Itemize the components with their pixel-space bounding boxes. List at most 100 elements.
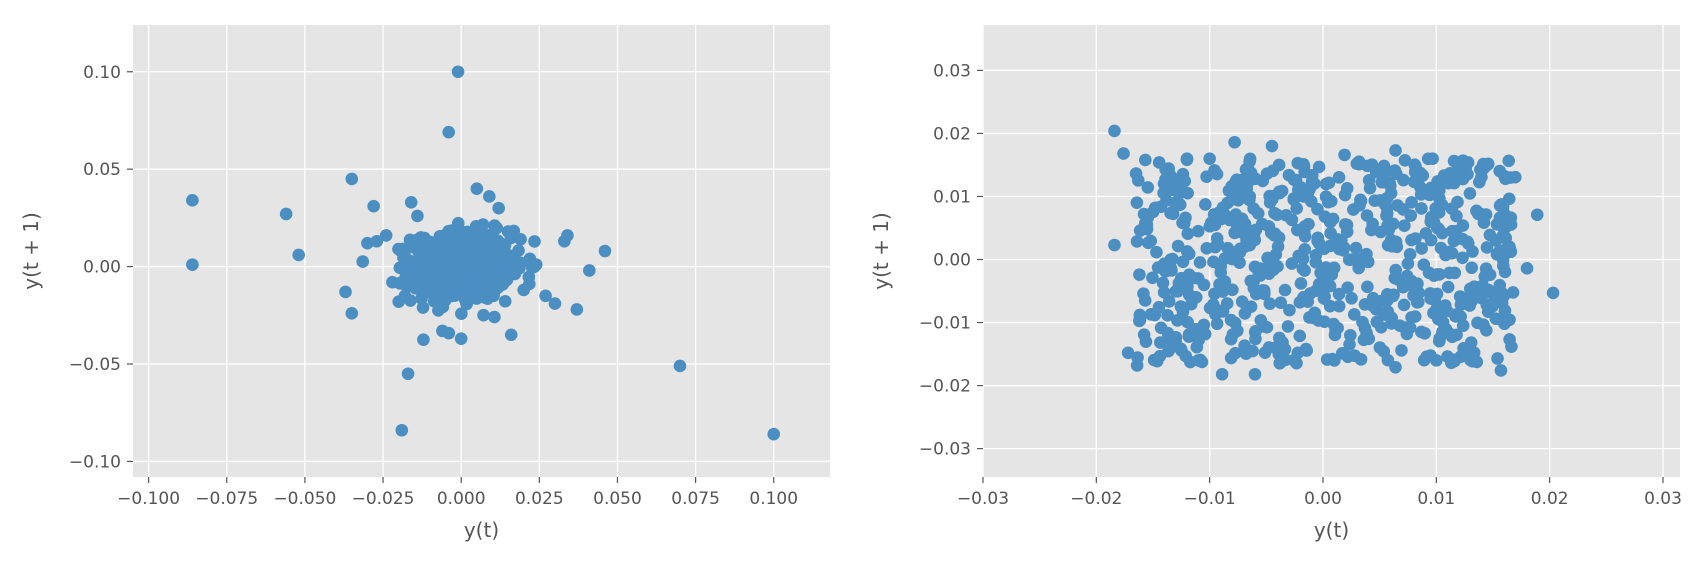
scatter-point: [1258, 346, 1272, 359]
scatter-point: [1245, 173, 1258, 186]
scatter-point: [1465, 261, 1478, 275]
scatter-point: [1467, 346, 1481, 360]
scatter-point: [1244, 274, 1258, 288]
scatter-point: [1381, 219, 1394, 233]
scatter-point: [1325, 268, 1339, 281]
scatter-point: [1207, 255, 1220, 269]
y-tick-label: −0.05: [69, 355, 121, 375]
scatter-point: [481, 292, 494, 305]
scatter-point: [279, 207, 293, 221]
scatter-point: [1271, 260, 1284, 273]
scatter-point: [1352, 261, 1365, 275]
scatter-point: [1389, 361, 1402, 374]
scatter-point: [1404, 209, 1418, 222]
scatter-point: [1176, 216, 1189, 230]
scatter-point: [1154, 321, 1168, 335]
scatter-point: [1506, 286, 1520, 299]
scatter-point: [1360, 209, 1374, 222]
scatter-point: [1398, 321, 1411, 334]
scatter-point: [1233, 242, 1247, 256]
scatter-point: [1358, 321, 1372, 335]
scatter-point: [398, 289, 412, 303]
scatter-point: [1424, 233, 1438, 247]
scatter-point: [1498, 265, 1512, 279]
scatter-point: [1208, 287, 1221, 301]
scatter-point: [1285, 213, 1299, 227]
scatter-point: [395, 423, 409, 437]
scatter-point: [1209, 308, 1222, 321]
scatter-point: [1214, 266, 1227, 279]
scatter-point: [1530, 208, 1544, 222]
scatter-point: [1290, 356, 1303, 370]
scatter-point: [1448, 266, 1462, 280]
scatter-point: [488, 310, 501, 324]
scatter-point: [451, 65, 465, 79]
scatter-point: [1171, 314, 1184, 327]
scatter-point: [463, 250, 477, 264]
scatter-point: [1283, 303, 1296, 317]
scatter-point: [1338, 188, 1352, 202]
scatter-point: [1225, 180, 1238, 193]
scatter-point: [1287, 193, 1301, 206]
scatter-point: [1146, 271, 1159, 285]
scatter-point: [1159, 173, 1172, 186]
scatter-point: [1463, 187, 1477, 200]
scatter-point: [1144, 234, 1158, 248]
x-tick-label: 0.00: [1304, 489, 1342, 509]
scatter-point: [404, 195, 418, 209]
scatter-point: [492, 201, 505, 215]
scatter-point: [1453, 290, 1467, 303]
scatter-point: [1137, 328, 1151, 341]
scatter-point: [1452, 168, 1466, 181]
scatter-point: [482, 249, 496, 263]
scatter-point: [1181, 186, 1194, 200]
scatter-point: [1130, 196, 1144, 209]
scatter-point: [1152, 156, 1166, 169]
scatter-point: [1313, 279, 1327, 292]
scatter-point: [1141, 211, 1154, 225]
x-tick-label: 0.075: [671, 489, 720, 509]
scatter-point: [292, 248, 305, 262]
left-lag-plot: −0.100 −0.075 −0.050 −0.025 0.000 0.025 0.050 0…: [19, 25, 830, 542]
scatter-point: [1466, 245, 1479, 258]
x-tick-label: 0.03: [1644, 489, 1682, 509]
scatter-point: [1311, 231, 1325, 245]
scatter-point: [442, 125, 455, 139]
scatter-point: [1398, 219, 1411, 233]
scatter-point: [583, 264, 596, 277]
scatter-point: [1258, 287, 1271, 301]
scatter-point: [1108, 124, 1121, 138]
scatter-point: [1381, 305, 1395, 318]
scatter-point: [1139, 153, 1152, 167]
scatter-point: [356, 255, 370, 268]
scatter-point: [1473, 175, 1486, 189]
scatter-point: [1381, 238, 1395, 252]
scatter-point: [1303, 311, 1316, 324]
scatter-point: [1299, 342, 1313, 356]
x-tick-label: −0.100: [117, 489, 180, 509]
scatter-point: [470, 182, 484, 195]
scatter-point: [1175, 344, 1188, 357]
scatter-point: [1499, 172, 1512, 186]
scatter-point: [436, 324, 449, 338]
scatter-point: [1391, 199, 1404, 212]
scatter-point: [1215, 367, 1229, 381]
scatter-point: [1108, 238, 1121, 252]
x-tick-label: −0.025: [352, 489, 415, 509]
scatter-point: [1216, 201, 1230, 214]
scatter-point: [1485, 300, 1499, 313]
x-tick-label: 0.000: [437, 489, 486, 509]
scatter-point: [1187, 271, 1200, 285]
scatter-point: [1408, 283, 1421, 297]
y-tick-label: 0.05: [83, 160, 121, 180]
scatter-point: [1354, 353, 1368, 366]
scatter-point: [408, 235, 422, 249]
scatter-point: [528, 235, 541, 248]
scatter-point: [1456, 154, 1469, 168]
scatter-point: [1294, 277, 1308, 290]
scatter-point: [455, 307, 468, 320]
scatter-point: [1312, 160, 1326, 174]
scatter-point: [1398, 154, 1412, 167]
scatter-point: [1343, 338, 1356, 351]
scatter-point: [1171, 284, 1185, 298]
